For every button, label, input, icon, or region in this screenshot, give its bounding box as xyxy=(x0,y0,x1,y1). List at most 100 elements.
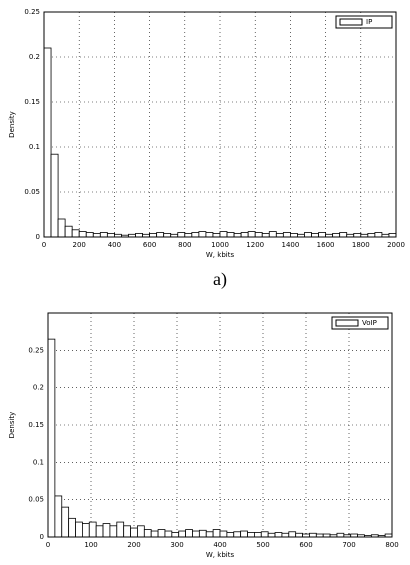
bar xyxy=(106,232,115,238)
bar xyxy=(388,232,397,238)
x-tick-label: 400 xyxy=(108,241,121,249)
bar xyxy=(95,525,104,538)
bar xyxy=(57,218,66,238)
x-tick-label: 1800 xyxy=(352,241,370,249)
x-tick-label: 800 xyxy=(385,541,398,549)
bar xyxy=(367,232,376,238)
y-tick-label: 0.05 xyxy=(24,188,40,196)
bar xyxy=(150,530,159,538)
bar xyxy=(178,530,187,538)
x-tick-label: 1200 xyxy=(246,241,264,249)
bar xyxy=(253,532,262,538)
bar xyxy=(137,525,145,538)
x-tick-label: 100 xyxy=(84,541,97,549)
bar xyxy=(247,532,255,538)
bar xyxy=(143,529,152,538)
bar xyxy=(198,231,207,238)
bar xyxy=(185,529,193,538)
bar xyxy=(82,523,90,538)
bar xyxy=(88,521,97,538)
bar xyxy=(92,232,101,238)
bar xyxy=(267,532,276,538)
bar xyxy=(353,232,362,238)
bar xyxy=(288,531,297,538)
bar xyxy=(99,232,108,238)
y-tick-label: 0.2 xyxy=(29,53,40,61)
bar xyxy=(156,232,165,238)
bar xyxy=(240,232,249,238)
bar xyxy=(164,530,173,538)
x-axis-label: W, kbits xyxy=(206,251,235,259)
bar xyxy=(304,232,312,238)
y-tick-label: 0.05 xyxy=(28,496,44,504)
plot-frame xyxy=(43,11,397,238)
bar xyxy=(374,232,383,238)
y-tick-label: 0.1 xyxy=(29,143,40,151)
bar xyxy=(54,495,63,538)
bar xyxy=(318,232,326,238)
bar xyxy=(219,231,228,238)
bar xyxy=(135,232,143,238)
bar xyxy=(233,232,242,238)
bar xyxy=(192,530,200,538)
bar xyxy=(233,531,242,538)
bar xyxy=(219,530,228,538)
bar xyxy=(163,232,172,238)
y-tick-label: 0 xyxy=(40,533,44,541)
y-axis-label: Density xyxy=(8,111,16,138)
bar xyxy=(102,523,111,538)
x-tick-label: 200 xyxy=(73,241,86,249)
x-tick-label: 0 xyxy=(46,541,50,549)
bar xyxy=(68,517,76,538)
y-tick-label: 0 xyxy=(36,233,40,241)
x-tick-label: 1600 xyxy=(317,241,335,249)
y-tick-label: 0.2 xyxy=(33,384,44,392)
bar xyxy=(177,232,186,238)
bar xyxy=(43,47,52,238)
bar xyxy=(212,232,221,238)
bar xyxy=(171,532,180,538)
bar xyxy=(311,232,319,238)
y-tick-label: 0.25 xyxy=(28,346,44,354)
bar xyxy=(130,527,138,538)
bar xyxy=(247,231,256,238)
x-tick-label: 500 xyxy=(256,541,269,549)
bar xyxy=(157,529,166,538)
x-tick-label: 1000 xyxy=(211,241,229,249)
bar xyxy=(149,232,158,238)
bar xyxy=(61,506,70,538)
bar xyxy=(205,232,214,238)
x-tick-label: 800 xyxy=(178,241,191,249)
bar xyxy=(205,531,214,538)
x-tick-label: 300 xyxy=(170,541,183,549)
x-tick-label: 600 xyxy=(299,541,312,549)
y-tick-label: 0.25 xyxy=(24,8,40,16)
bar xyxy=(275,232,284,238)
bar xyxy=(184,232,193,238)
legend-label: VoIP xyxy=(362,319,377,327)
bar xyxy=(123,525,131,538)
bar xyxy=(281,532,290,538)
bar xyxy=(282,232,291,238)
x-axis-label: W, kbits xyxy=(206,551,235,559)
bar xyxy=(212,529,221,538)
bar xyxy=(226,232,235,238)
bar xyxy=(268,231,277,238)
legend-swatch xyxy=(339,18,363,26)
bar xyxy=(260,531,269,538)
bar xyxy=(109,525,118,538)
y-tick-label: 0.15 xyxy=(28,421,44,429)
bar xyxy=(295,532,303,538)
bar xyxy=(240,530,248,538)
x-tick-label: 200 xyxy=(127,541,140,549)
bar xyxy=(336,532,345,538)
x-tick-label: 600 xyxy=(143,241,156,249)
legend-swatch xyxy=(335,319,359,327)
bar xyxy=(261,232,270,238)
bar xyxy=(289,232,298,238)
x-tick-label: 400 xyxy=(213,541,226,549)
bar xyxy=(309,532,317,538)
legend-label: IP xyxy=(366,18,372,26)
caption: a) xyxy=(213,269,227,290)
